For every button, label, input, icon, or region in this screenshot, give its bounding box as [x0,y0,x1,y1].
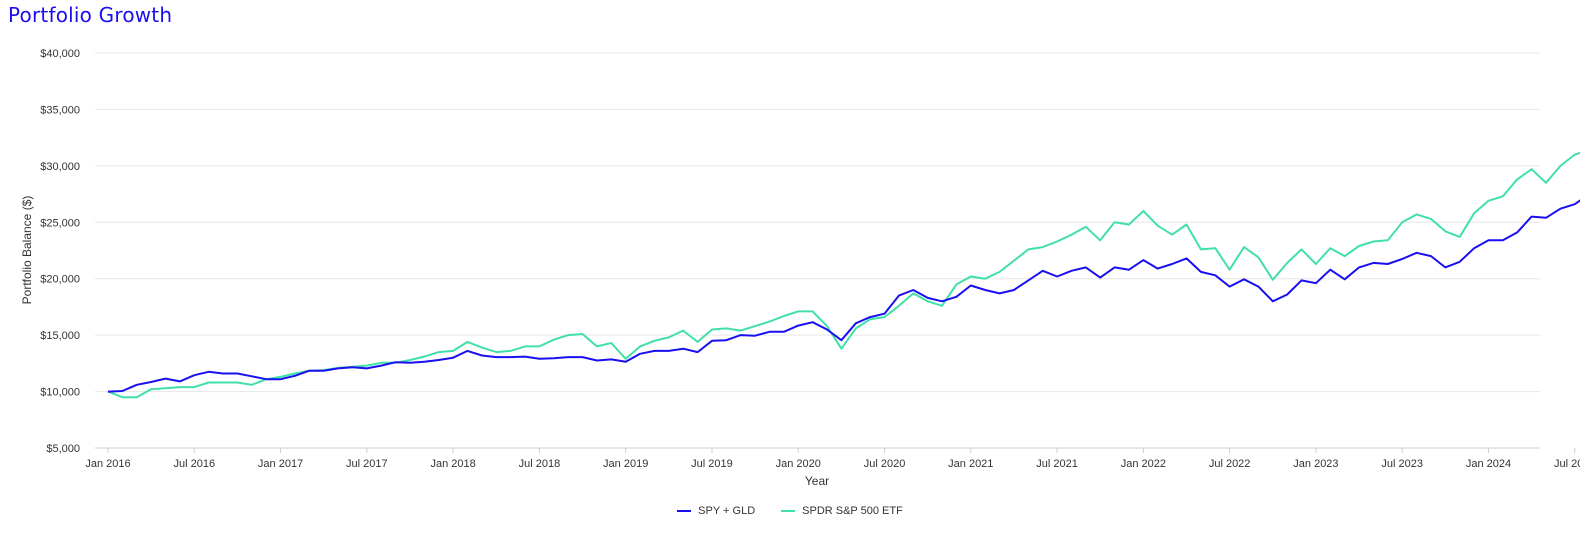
y-tick-label: $25,000 [40,217,80,229]
legend-item-spdr[interactable]: SPDR S&P 500 ETF [781,505,903,517]
x-axis-title: Year [805,474,829,488]
x-tick-label: Jan 2018 [430,458,475,470]
x-tick-label: Jan 2020 [776,458,821,470]
x-tick-label: Jul 2017 [346,458,388,470]
series-lines [107,151,1580,399]
y-tick-label: $30,000 [40,161,80,173]
x-tick-label: Jul 2020 [864,458,906,470]
x-tick-label: Jan 2024 [1466,458,1511,470]
page-title: Portfolio Growth [8,3,173,27]
legend-label: SPDR S&P 500 ETF [802,505,903,517]
legend: SPY + GLD SPDR S&P 500 ETF [0,505,1580,517]
x-tick-label: Jul 2019 [691,458,733,470]
x-tick-label: Jul 2018 [519,458,561,470]
legend-label: SPY + GLD [698,505,756,517]
series-line-spy-gld [107,199,1580,393]
x-tick-label: Jan 2016 [85,458,130,470]
x-tick-label: Jul 2023 [1381,458,1423,470]
legend-swatch-spdr [781,510,796,512]
series-line-spdr [107,151,1580,399]
x-tick-label: Jan 2022 [1121,458,1166,470]
x-tick-label: Jul 2021 [1036,458,1078,470]
y-tick-label: $10,000 [40,387,80,399]
y-tick-label: $40,000 [40,48,80,60]
x-tick-label: Jul 2024 [1554,458,1580,470]
y-axis-title: Portfolio Balance ($) [20,196,34,305]
x-tick-label: Jan 2017 [258,458,303,470]
grid-lines [95,52,1540,449]
legend-item-spy-gld[interactable]: SPY + GLD [677,505,755,517]
x-tick-label: Jan 2021 [948,458,993,470]
x-tick-label: Jan 2019 [603,458,648,470]
y-axis-ticks: $5,000 $10,000 $15,000 $20,000 $25,000 $30,00… [40,48,80,455]
y-tick-label: $15,000 [40,330,80,342]
x-tick-label: Jul 2022 [1209,458,1251,470]
x-tick-label: Jan 2023 [1293,458,1338,470]
x-axis-ticks: Jan 2016 Jul 2016 Jan 2017 Jul 2017 Jan 2018… [85,448,1580,470]
y-tick-label: $20,000 [40,274,80,286]
x-tick-label: Jul 2016 [173,458,215,470]
y-tick-label: $35,000 [40,104,80,116]
legend-swatch-spy-gld [677,510,692,512]
y-tick-label: $5,000 [46,443,80,455]
